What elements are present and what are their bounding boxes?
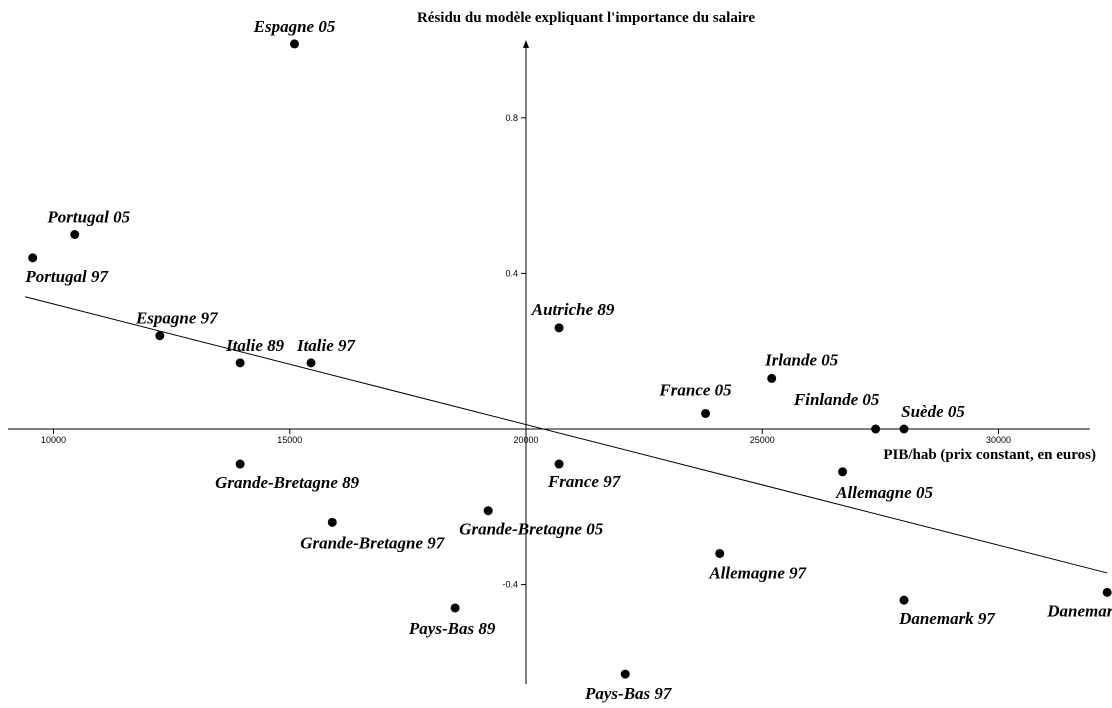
point-label-france-05: France 05 xyxy=(658,380,732,399)
point-label-su-de-05: Suède 05 xyxy=(901,402,965,421)
point-autriche-89 xyxy=(554,323,564,333)
point-grande-bretagne-05 xyxy=(483,506,493,516)
point-label-grande-bretagne-89: Grande-Bretagne 89 xyxy=(215,473,360,492)
point-label-danemark-05: Danemark 05 xyxy=(1046,601,1112,620)
x-tick-label: 15000 xyxy=(277,435,302,445)
point-label-danemark-97: Danemark 97 xyxy=(898,609,996,628)
x-axis-title: PIB/hab (prix constant, en euros) xyxy=(883,447,1096,463)
point-portugal-97 xyxy=(28,253,38,263)
y-tick-label: 0.8 xyxy=(505,113,518,123)
chart-title: Résidu du modèle expliquant l'importance… xyxy=(417,10,755,26)
x-tick-label: 10000 xyxy=(41,435,66,445)
data-points: Espagne 05 Portugal 05 Portugal 97 Espagne … xyxy=(24,17,1112,703)
x-tick-label: 20000 xyxy=(513,435,538,445)
point-label-france-97: France 97 xyxy=(547,472,622,491)
point-label-allemagne-97: Allemagne 97 xyxy=(708,563,807,582)
point-label-irlande-05: Irlande 05 xyxy=(764,350,839,369)
point-label-italie-89: Italie 89 xyxy=(225,336,285,355)
point-france-97 xyxy=(554,459,564,469)
y-tick-label: 0.4 xyxy=(505,268,518,278)
point-label-grande-bretagne-05: Grande-Bretagne 05 xyxy=(459,520,604,539)
point-pays-bas-97 xyxy=(620,669,630,679)
trend-line xyxy=(25,296,1108,574)
point-label-autriche-89: Autriche 89 xyxy=(531,300,615,319)
y-tick-label: -0.4 xyxy=(502,580,518,590)
point-finlande-05 xyxy=(871,424,881,434)
point-su-de-05 xyxy=(899,424,909,434)
point-irlande-05 xyxy=(767,373,777,383)
point-espagne-05 xyxy=(289,39,299,49)
point-allemagne-97 xyxy=(715,548,725,558)
trend-line-group xyxy=(25,296,1108,574)
point-grande-bretagne-89 xyxy=(235,459,245,469)
point-label-pays-bas-97: Pays-Bas 97 xyxy=(584,684,673,703)
x-tick-label: 30000 xyxy=(986,435,1011,445)
point-label-portugal-97: Portugal 97 xyxy=(24,267,109,286)
y-axis-arrow xyxy=(523,40,529,48)
point-label-espagne-05: Espagne 05 xyxy=(253,17,336,36)
point-allemagne-05 xyxy=(838,467,848,477)
axes: 10000 15000 20000 25000 30000 0.8 0.4 -0.4 xyxy=(8,40,1090,684)
point-label-portugal-05: Portugal 05 xyxy=(46,208,130,227)
point-label-grande-bretagne-97: Grande-Bretagne 97 xyxy=(300,533,446,552)
point-danemark-05 xyxy=(1102,587,1112,597)
point-label-finlande-05: Finlande 05 xyxy=(793,390,880,409)
point-pays-bas-89 xyxy=(450,603,460,613)
point-espagne-97 xyxy=(155,331,165,341)
point-label-italie-97: Italie 97 xyxy=(296,336,357,355)
x-tick-label: 25000 xyxy=(750,435,775,445)
point-label-pays-bas-89: Pays-Bas 89 xyxy=(408,619,496,638)
point-italie-89 xyxy=(235,358,245,368)
point-italie-97 xyxy=(306,358,316,368)
point-france-05 xyxy=(701,408,711,418)
point-danemark-97 xyxy=(899,595,909,605)
point-portugal-05 xyxy=(70,230,80,239)
point-grande-bretagne-97 xyxy=(327,517,337,527)
point-label-espagne-97: Espagne 97 xyxy=(135,309,219,328)
point-label-allemagne-05: Allemagne 05 xyxy=(835,483,933,502)
